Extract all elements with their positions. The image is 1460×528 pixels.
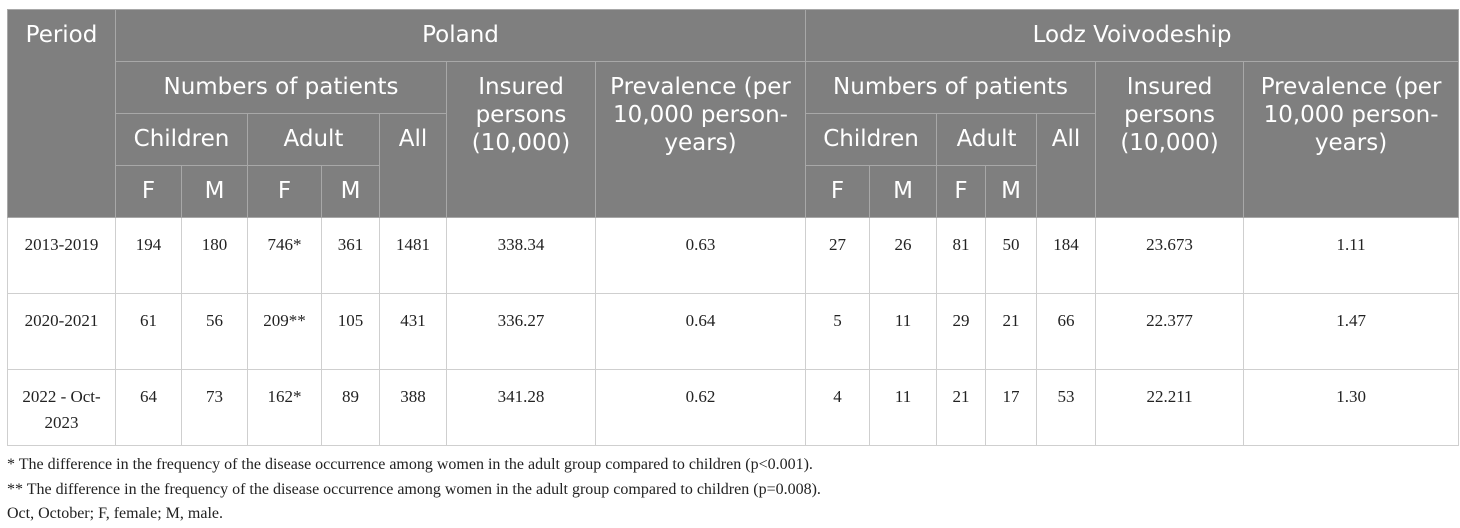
data-cell: 22.211 — [1095, 369, 1245, 446]
data-cell: 162* — [247, 369, 322, 446]
data-cell: 4 — [805, 369, 871, 446]
data-cell: 23.673 — [1095, 217, 1245, 294]
data-cell: 66 — [1036, 293, 1097, 370]
table-row: 2013-2019 194 180 746* 361 1481 338.34 0.63 27 26… — [7, 217, 1460, 294]
header-cell: All — [1036, 113, 1097, 218]
header-cell: Prevalence (per 10,000 person-years) — [594, 61, 807, 218]
data-cell: 17 — [985, 369, 1038, 446]
data-cell: 0.63 — [594, 217, 807, 294]
period-cell: 2022 - Oct-2023 — [7, 369, 116, 446]
data-cell: 1.30 — [1243, 369, 1460, 446]
header-cell: M — [869, 165, 938, 218]
header-cell: M — [985, 165, 1038, 218]
header-cell: Insured persons (10,000) — [1095, 61, 1245, 218]
data-cell: 73 — [181, 369, 248, 446]
data-cell: 64 — [115, 369, 182, 446]
table-head: Period Poland Lodz Voivodeship Numbers o… — [7, 9, 1460, 218]
header-cell: Prevalence (per 10,000 person-years) — [1243, 61, 1460, 218]
table-wrap: Period Poland Lodz Voivodeship Numbers o… — [7, 9, 1460, 446]
header-cell: Adult — [936, 113, 1038, 166]
data-cell: 1.11 — [1243, 217, 1460, 294]
header-cell: F — [936, 165, 987, 218]
data-cell: 81 — [936, 217, 987, 294]
data-cell: 53 — [1036, 369, 1097, 446]
period-cell: 2013-2019 — [7, 217, 116, 294]
header-cell: F — [805, 165, 871, 218]
data-cell: 361 — [321, 217, 380, 294]
footnote: ** The difference in the frequency of th… — [7, 480, 821, 498]
footnote: Oct, October; F, female; M, male. — [7, 505, 223, 522]
data-cell: 338.34 — [446, 217, 596, 294]
table-row: 2020-2021 61 56 209** 105 431 336.27 0.64 5 11 29 2… — [7, 293, 1460, 370]
header-cell: Period — [7, 9, 116, 218]
data-cell: 336.27 — [446, 293, 596, 370]
header-cell: Adult — [247, 113, 380, 166]
data-cell: 105 — [321, 293, 380, 370]
table-row: 2022 - Oct-2023 64 73 162* 89 388 341.28 0.62 4 1… — [7, 369, 1460, 446]
header-cell: Lodz Voivodeship — [805, 9, 1460, 62]
data-cell: 11 — [869, 293, 938, 370]
header-cell: M — [321, 165, 380, 218]
data-cell: 1481 — [379, 217, 447, 294]
data-cell: 26 — [869, 217, 938, 294]
data-cell: 29 — [936, 293, 987, 370]
data-cell: 22.377 — [1095, 293, 1245, 370]
header-cell: Numbers of patients — [805, 61, 1097, 114]
header-cell: Insured persons (10,000) — [446, 61, 596, 218]
data-cell: 5 — [805, 293, 871, 370]
header-cell: F — [115, 165, 182, 218]
header-cell: All — [379, 113, 447, 218]
data-cell: 209** — [247, 293, 322, 370]
footnote: * The difference in the frequency of the… — [7, 456, 813, 473]
data-cell: 388 — [379, 369, 447, 446]
header-cell: Children — [805, 113, 938, 166]
header-cell: Poland — [114, 9, 807, 62]
data-table: Period Poland Lodz Voivodeship Numbers o… — [7, 9, 1460, 446]
header-cell: F — [247, 165, 322, 218]
table-body: 2013-2019 194 180 746* 361 1481 338.34 0.63 27 26… — [7, 217, 1460, 446]
data-cell: 184 — [1036, 217, 1097, 294]
data-cell: 56 — [181, 293, 248, 370]
data-cell: 50 — [985, 217, 1038, 294]
data-cell: 194 — [115, 217, 182, 294]
data-cell: 27 — [805, 217, 871, 294]
header-cell: Numbers of patients — [115, 61, 447, 114]
data-cell: 0.64 — [594, 293, 807, 370]
data-cell: 746* — [247, 217, 322, 294]
data-cell: 1.47 — [1243, 293, 1460, 370]
data-cell: 0.62 — [594, 369, 807, 446]
data-cell: 21 — [985, 293, 1038, 370]
data-cell: 341.28 — [446, 369, 596, 446]
data-cell: 11 — [869, 369, 938, 446]
data-cell: 180 — [181, 217, 248, 294]
header-cell: Children — [115, 113, 248, 166]
data-cell: 61 — [115, 293, 182, 370]
period-cell: 2020-2021 — [7, 293, 116, 370]
header-cell: M — [181, 165, 248, 218]
footnotes: * The difference in the frequency of the… — [7, 453, 821, 527]
data-cell: 89 — [321, 369, 380, 446]
data-cell: 431 — [379, 293, 447, 370]
data-cell: 21 — [936, 369, 987, 446]
